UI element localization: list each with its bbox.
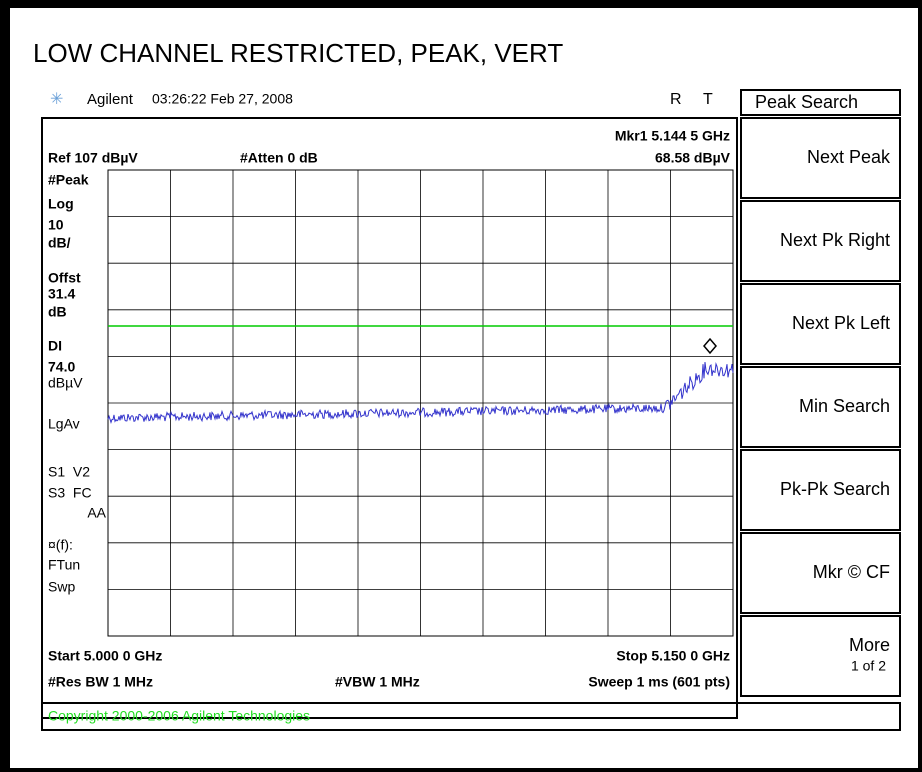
sweep: Sweep 1 ms (601 pts)	[588, 674, 730, 690]
softkeys: Next Peak Next Pk Right Next Pk Left Min Se…	[740, 117, 901, 697]
rbw: #Res BW 1 MHz	[48, 674, 153, 690]
side-label: dB/	[48, 235, 71, 251]
graticule	[107, 169, 734, 637]
softkey-sublabel[interactable]: 1 of 2	[851, 658, 886, 674]
softkey-label[interactable]: More	[849, 635, 890, 655]
side-label: dB	[48, 304, 67, 320]
trace	[107, 361, 734, 425]
softkey-box[interactable]	[740, 615, 901, 697]
stop-freq: Stop 5.150 0 GHz	[616, 648, 730, 664]
softkey-box[interactable]	[740, 117, 901, 199]
side-label: #Peak	[48, 172, 89, 188]
softkey-label[interactable]: Next Peak	[807, 147, 891, 167]
brand: Agilent	[87, 91, 134, 108]
softkey-box[interactable]	[740, 532, 901, 614]
softkey-title: Peak Search	[755, 92, 858, 112]
timestamp: 03:26:22 Feb 27, 2008	[152, 91, 293, 107]
softkey-box[interactable]	[740, 200, 901, 282]
side-label: S3 FC	[48, 485, 92, 501]
copyright: Copyright 2000-2006 Agilent Technologies	[48, 708, 310, 724]
display-frame	[41, 117, 738, 719]
side-label: LgAv	[48, 416, 80, 432]
softkey-label[interactable]: Next Pk Left	[792, 313, 890, 333]
softkey[interactable]: Mkr © CF	[740, 532, 901, 614]
softkey-title-box	[740, 89, 901, 116]
marker-freq: Mkr1 5.144 5 GHz	[615, 128, 730, 144]
ref-level: Ref 107 dBµV	[48, 150, 138, 166]
softkey-label[interactable]: Mkr © CF	[813, 562, 890, 582]
copyright-box	[41, 702, 901, 731]
softkey[interactable]: Pk-Pk Search	[740, 449, 901, 531]
attenuation: #Atten 0 dB	[240, 150, 318, 166]
status-t: T	[703, 91, 713, 108]
vbw: #VBW 1 MHz	[335, 674, 420, 690]
softkey-box[interactable]	[740, 366, 901, 448]
side-label: AA	[87, 505, 106, 521]
marker-level: 68.58 dBµV	[655, 150, 731, 166]
softkey-label[interactable]: Next Pk Right	[780, 230, 890, 250]
status-r: R	[670, 91, 682, 108]
side-label: dBµV	[48, 375, 83, 391]
softkey[interactable]: Min Search	[740, 366, 901, 448]
softkey[interactable]: Next Pk Left	[740, 283, 901, 365]
side-label: DI	[48, 338, 62, 354]
softkey-box[interactable]	[740, 283, 901, 365]
softkey[interactable]: Next Peak	[740, 117, 901, 199]
softkey[interactable]: Next Pk Right	[740, 200, 901, 282]
side-label: 10	[48, 217, 64, 233]
side-label: S1 V2	[48, 464, 90, 480]
side-label: 74.0	[48, 359, 75, 375]
side-label: ¤(f):	[48, 537, 73, 553]
side-label: Swp	[48, 579, 75, 595]
side-label: Offst	[48, 270, 81, 286]
title: LOW CHANNEL RESTRICTED, PEAK, VERT	[33, 38, 563, 68]
side-label: Log	[48, 196, 74, 212]
softkey[interactable]: More 1 of 2	[740, 615, 901, 697]
softkey-label[interactable]: Pk-Pk Search	[780, 479, 890, 499]
side-label: 31.4	[48, 286, 75, 302]
marker	[703, 337, 717, 355]
start-freq: Start 5.000 0 GHz	[48, 648, 162, 664]
softkey-box[interactable]	[740, 449, 901, 531]
logo: ✳	[50, 91, 63, 108]
softkey-label[interactable]: Min Search	[799, 396, 890, 416]
side-label: FTun	[48, 557, 80, 573]
